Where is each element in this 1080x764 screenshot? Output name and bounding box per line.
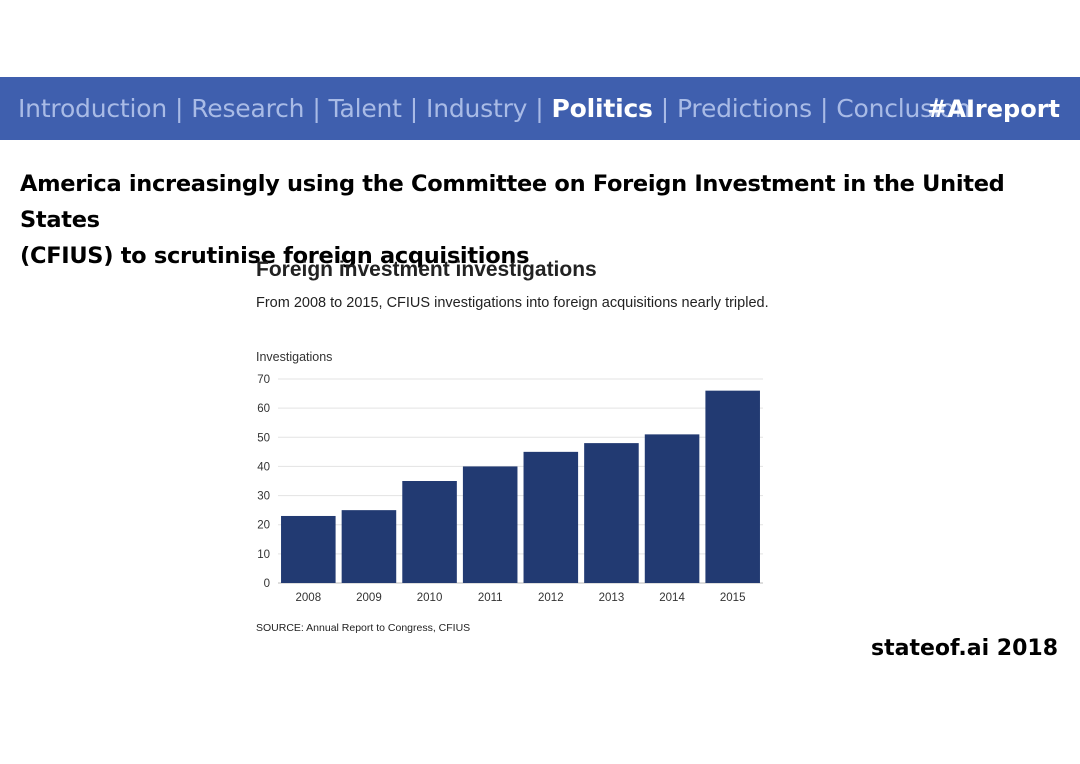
section-nav: Introduction | Research | Talent | Industry | Po… <box>18 77 971 140</box>
bar-2010 <box>402 481 457 583</box>
bar-2013 <box>584 443 639 583</box>
nav-item-politics[interactable]: Politics <box>551 94 653 123</box>
bar-2015 <box>705 390 760 583</box>
x-tick-label: 2009 <box>356 592 382 604</box>
bar-2012 <box>523 451 579 583</box>
nav-item-research[interactable]: Research <box>191 94 305 123</box>
nav-item-introduction[interactable]: Introduction <box>18 94 167 123</box>
nav-separator: | <box>660 94 669 123</box>
bar-2014 <box>644 434 700 583</box>
hashtag-label: #AIreport <box>927 94 1060 123</box>
nav-item-predictions[interactable]: Predictions <box>676 94 813 123</box>
nav-separator: | <box>312 94 321 123</box>
nav-item-conclusion[interactable]: Conclusion <box>836 94 971 123</box>
x-tick-label: 2010 <box>417 592 443 604</box>
footer-brand: stateof.ai 2018 <box>870 636 1058 661</box>
y-tick-label: 10 <box>257 549 270 561</box>
nav-separator: | <box>535 94 544 123</box>
section-nav-bar: Introduction | Research | Talent | Industry | Po… <box>0 77 1080 140</box>
y-tick-label: 0 <box>264 578 270 590</box>
x-tick-label: 2013 <box>599 592 625 604</box>
x-tick-label: 2008 <box>296 592 322 604</box>
bar-2009 <box>341 510 397 583</box>
headline-line-1: America increasingly using the Committee… <box>20 171 1005 233</box>
y-tick-label: 70 <box>257 374 270 386</box>
y-tick-label: 20 <box>257 520 270 532</box>
bar-2011 <box>462 466 518 583</box>
slide-headline: America increasingly using the Committee… <box>20 166 1060 274</box>
nav-item-industry[interactable]: Industry <box>426 94 528 123</box>
chart-subtitle: From 2008 to 2015, CFIUS investigations … <box>256 295 769 311</box>
headline-line-2: (CFIUS) to scrutinise foreign acquisitio… <box>20 243 530 269</box>
chart-title: Foreign investment investigations <box>256 258 597 281</box>
nav-separator: | <box>820 94 829 123</box>
x-tick-label: 2012 <box>538 592 564 604</box>
nav-separator: | <box>409 94 419 123</box>
y-tick-label: 40 <box>257 461 270 473</box>
x-tick-label: 2011 <box>478 592 503 604</box>
chart-source: SOURCE: Annual Report to Congress, CFIUS <box>256 622 471 634</box>
nav-item-talent[interactable]: Talent <box>328 94 402 123</box>
bar-2008 <box>281 515 336 583</box>
y-axis-label: Investigations <box>256 350 332 364</box>
nav-separator: | <box>175 94 184 123</box>
y-tick-label: 60 <box>257 403 270 415</box>
x-tick-label: 2014 <box>659 592 685 604</box>
y-tick-label: 50 <box>257 432 270 444</box>
x-tick-label: 2015 <box>720 592 746 604</box>
y-tick-label: 30 <box>257 491 270 503</box>
